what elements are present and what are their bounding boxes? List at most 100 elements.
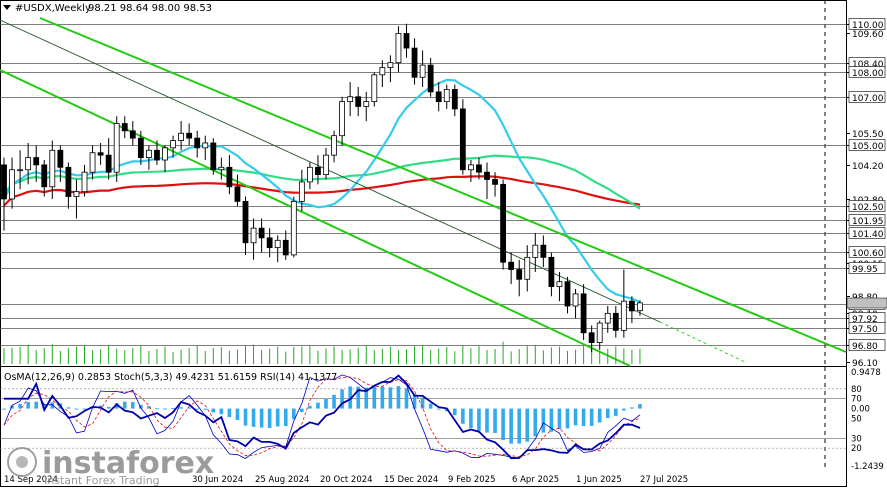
indicator-label: OsMA(12,26,9) 0.2853 Stoch(5,3,3) 49.423… <box>4 372 337 383</box>
time-tick-label: 15 Dec 2024 <box>384 475 438 485</box>
osma-bar <box>332 394 336 409</box>
time-tick-label: 30 Jun 2024 <box>192 475 243 485</box>
indicator-tick-label: 0.9478 <box>851 368 881 378</box>
osma-bar <box>485 408 489 433</box>
candle-body <box>371 74 378 103</box>
osma-bar <box>66 407 71 409</box>
price-tick-label: 97.50 <box>852 325 878 335</box>
candle-body <box>484 171 490 180</box>
osma-bar <box>42 404 47 409</box>
osma-bar <box>428 403 433 409</box>
volume-bars <box>3 341 641 364</box>
candle-body <box>339 101 346 137</box>
trendline-extension <box>659 321 746 363</box>
osma-bar <box>412 394 417 409</box>
stoch-main-line <box>3 374 641 459</box>
price-tick-label: 107.00 <box>852 94 884 104</box>
logo-core-icon <box>16 456 28 468</box>
level-box <box>848 262 886 274</box>
price-tick-label: 105.50 <box>852 130 884 140</box>
osma-bar <box>147 406 151 409</box>
candles <box>1 23 643 353</box>
osma-bar <box>597 408 602 423</box>
candle-body <box>331 135 337 156</box>
indicator-levels <box>0 388 846 449</box>
symbol-label: #USDX,Weekly <box>15 3 91 14</box>
osma-bar <box>565 408 570 429</box>
candle-body <box>234 186 241 202</box>
candle-body <box>403 33 410 49</box>
candle-body <box>532 244 539 258</box>
candle-body <box>620 300 627 331</box>
candle-body <box>588 332 595 343</box>
price-tick-label: 102.50 <box>852 203 884 213</box>
osma-bar <box>420 397 425 409</box>
price-tick-label: 105.00 <box>852 142 884 152</box>
logo-icon <box>7 447 37 477</box>
osma-bar <box>469 408 473 429</box>
osma-bar <box>292 408 296 420</box>
candle-body <box>290 200 297 256</box>
level-box <box>848 227 886 239</box>
candle-body <box>282 239 289 256</box>
osma-bar <box>605 408 610 419</box>
candle-body <box>451 89 458 110</box>
candle-body <box>89 152 96 173</box>
osma-bar <box>34 401 38 409</box>
osma-bar <box>493 408 497 433</box>
candle-body <box>113 123 120 173</box>
level-box <box>848 339 886 351</box>
candle-body <box>427 64 434 93</box>
level-box <box>848 139 886 151</box>
osma-bar <box>581 408 586 426</box>
osma-bar <box>557 408 562 430</box>
osma-bar <box>163 408 167 410</box>
candle-body <box>129 130 136 139</box>
candle-body <box>202 142 209 149</box>
osma-bar <box>187 407 191 409</box>
indicator-tick-label: 80 <box>851 385 862 395</box>
current-price-marker <box>846 297 887 309</box>
candle-body <box>580 293 587 334</box>
candle-body <box>500 183 507 263</box>
osma-bar <box>509 408 513 444</box>
candle-body <box>363 101 370 107</box>
candle-body <box>443 89 450 103</box>
candle-body <box>379 67 386 76</box>
osma-bar <box>533 408 538 437</box>
osma-bar <box>444 408 449 412</box>
price-tick-label: 108.40 <box>852 60 884 70</box>
candle-body <box>572 293 579 307</box>
osma-bar <box>18 403 22 409</box>
time-tick-label: 14 Sep 2024 <box>4 475 58 485</box>
osma-bar <box>10 405 14 409</box>
candle-body <box>105 154 112 173</box>
channel-upper-line <box>39 17 847 353</box>
candle-body <box>154 149 160 161</box>
candle-body <box>194 137 201 149</box>
candle-body <box>637 302 643 312</box>
indicator-tick-label: 50 <box>851 415 862 425</box>
osma-bar <box>155 408 159 410</box>
osma-bar <box>2 408 6 410</box>
collapse-triangle-icon[interactable] <box>3 5 11 10</box>
candle-body <box>41 164 48 188</box>
osma-bar <box>26 401 30 409</box>
osma-bar <box>614 408 618 416</box>
price-tick-label: 96.80 <box>852 342 878 352</box>
time-tick-label: 6 Apr 2025 <box>512 475 559 485</box>
osma-bar <box>251 408 256 427</box>
level-box <box>848 66 886 78</box>
osma-bar <box>396 386 401 409</box>
osma-bar <box>267 408 272 429</box>
price-tick-label: 101.95 <box>852 217 884 227</box>
price-tick-label: 101.40 <box>852 230 884 240</box>
candle-body <box>435 91 442 103</box>
osma-bar <box>501 408 505 441</box>
candle-body <box>516 269 523 280</box>
candle-body <box>250 227 257 244</box>
price-tick-label: 108.00 <box>852 69 884 79</box>
osma-bar <box>275 408 280 427</box>
